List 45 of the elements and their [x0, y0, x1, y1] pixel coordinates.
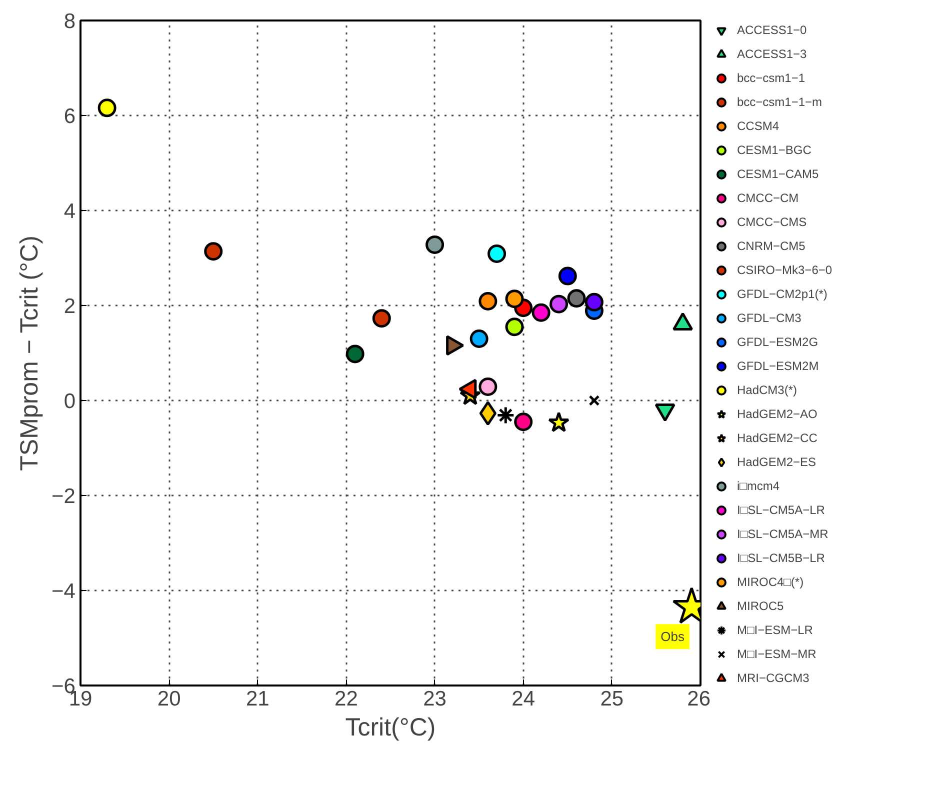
y-tick-label: 0: [64, 390, 76, 413]
y-axis-title: TSMprom − Tcrit (°C): [16, 236, 44, 471]
x-tick-label: 24: [512, 688, 536, 710]
x-tick-label: 20: [157, 688, 181, 710]
legend-label: CNRM−CM5: [737, 238, 806, 255]
legend-label: CMCC−CMS: [737, 214, 807, 231]
legend-label: CSIRO−Mk3−6−0: [737, 262, 832, 279]
legend-label: GFDL−ESM2G: [737, 334, 818, 351]
legend-label: bcc−csm1−1: [737, 70, 806, 87]
y-tick-label: 6: [64, 105, 76, 128]
legend-label: ACCESS1−0: [737, 22, 807, 39]
legend-label: HadGEM2−AO: [737, 406, 818, 423]
legend-label: I□SL−CM5A−MR: [737, 526, 828, 543]
x-tick-label: 23: [423, 688, 446, 710]
legend-label: MRI−CGCM3: [737, 670, 810, 687]
annotation: Obs: [660, 629, 685, 644]
legend-label: bcc−csm1−1−m: [737, 94, 822, 111]
y-tick-label: 8: [64, 10, 76, 33]
y-tick-label: 2: [64, 295, 76, 318]
x-tick-label: 25: [600, 688, 624, 710]
x-axis-title: Tcrit(°C): [345, 714, 436, 742]
legend-label: CMCC−CM: [737, 190, 799, 207]
legend-label: CCSM4: [737, 118, 780, 135]
y-tick-label: 4: [64, 200, 76, 223]
y-tick-label: −4: [52, 580, 76, 603]
legend-label: I□SL−CM5B−LR: [737, 550, 825, 567]
legend-label: CESM1−CAM5: [737, 166, 819, 183]
legend-label: I□SL−CM5A−LR: [737, 502, 825, 519]
legend-label: HadGEM2−ES: [737, 454, 816, 471]
legend-label: CESM1−BGC: [737, 142, 812, 159]
legend-label: M□I−ESM−LR: [737, 622, 813, 639]
legend-label: ACCESS1−3: [737, 46, 807, 63]
x-tick-label: 26: [687, 688, 710, 710]
legend-label: i□mcm4: [737, 478, 780, 495]
legend-label: HadCM3(*): [737, 382, 798, 399]
legend-label: GFDL−ESM2M: [737, 358, 819, 375]
legend-label: GFDL−CM3: [737, 310, 802, 327]
legend-label: HadGEM2−CC: [737, 430, 818, 447]
legend-label: MIROC4□(*): [737, 574, 804, 591]
y-tick-label: −2: [52, 485, 76, 508]
legend-label: M□I−ESM−MR: [737, 646, 816, 663]
legend-label: MIROC5: [737, 598, 784, 615]
x-tick-label: 21: [246, 688, 270, 710]
legend-label: GFDL−CM2p1(*): [737, 286, 828, 303]
x-tick-label: 22: [334, 688, 358, 710]
